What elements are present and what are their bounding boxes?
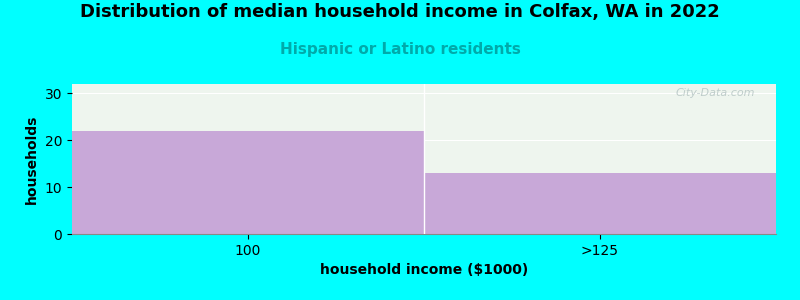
Text: Hispanic or Latino residents: Hispanic or Latino residents: [279, 42, 521, 57]
Text: City-Data.com: City-Data.com: [675, 88, 755, 98]
Bar: [424, 173, 776, 234]
Y-axis label: households: households: [25, 114, 39, 204]
Text: Distribution of median household income in Colfax, WA in 2022: Distribution of median household income …: [80, 3, 720, 21]
Bar: [72, 131, 424, 234]
X-axis label: household income ($1000): household income ($1000): [320, 263, 528, 277]
